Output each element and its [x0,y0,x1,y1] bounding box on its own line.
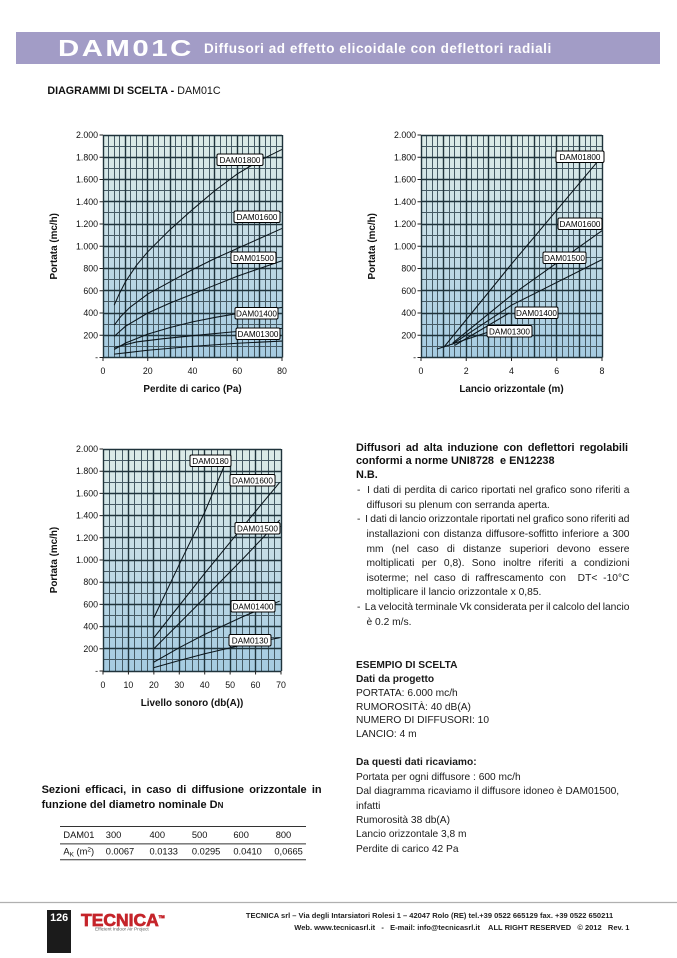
svg-text:600: 600 [401,286,416,296]
svg-text:8: 8 [600,366,605,376]
svg-text:0: 0 [419,366,424,376]
svg-text:1.000: 1.000 [76,241,98,251]
svg-text:DAM01400: DAM01400 [233,602,274,611]
svg-text:1.000: 1.000 [76,555,98,565]
svg-text:0.0133: 0.0133 [150,846,178,856]
svg-text:0.0067: 0.0067 [106,846,134,856]
svg-text:DAM01600: DAM01600 [560,220,601,229]
svg-text:1.400: 1.400 [76,511,98,521]
svg-text:40: 40 [188,366,198,376]
svg-text:Portata (mc/h): Portata (mc/h) [49,213,60,279]
svg-text:800: 800 [401,264,416,274]
svg-text:DAM01300: DAM01300 [238,330,279,339]
svg-text:600: 600 [83,599,98,609]
svg-text:6: 6 [554,366,559,376]
svg-text:1.200: 1.200 [76,219,98,229]
svg-text:20: 20 [149,680,159,690]
svg-text:2: 2 [464,366,469,376]
svg-text:Portata (mc/h): Portata (mc/h) [49,527,60,593]
svg-text:200: 200 [401,330,416,340]
svg-text:Livello sonoro (db(A)): Livello sonoro (db(A)) [141,698,244,709]
svg-text:80: 80 [277,366,287,376]
svg-text:600: 600 [83,286,98,296]
svg-text:Lancio orizzontale (m): Lancio orizzontale (m) [459,384,563,395]
svg-text:800: 800 [276,830,292,840]
svg-text:0: 0 [101,366,106,376]
svg-text:DAM01: DAM01 [63,830,94,840]
svg-text:70: 70 [276,680,286,690]
svg-text:1.600: 1.600 [76,175,98,185]
svg-text:20: 20 [143,366,153,376]
svg-text:DAM0180: DAM0180 [192,457,229,466]
svg-text:DAM01400: DAM01400 [236,309,277,318]
svg-text:0.0295: 0.0295 [192,846,220,856]
svg-text:300: 300 [106,830,122,840]
svg-text:DAM0130: DAM0130 [232,636,269,645]
svg-text:40: 40 [200,680,210,690]
svg-text:DAM01800: DAM01800 [220,156,261,165]
svg-text:1.800: 1.800 [76,152,98,162]
svg-text:800: 800 [83,577,98,587]
svg-text:2.000: 2.000 [76,444,98,454]
svg-text:DAM01600: DAM01600 [232,476,273,485]
svg-text:DAM01500: DAM01500 [544,254,585,263]
svg-text:0,0665: 0,0665 [274,846,302,856]
svg-text:1.600: 1.600 [394,175,416,185]
svg-text:60: 60 [232,366,242,376]
svg-text:60: 60 [251,680,261,690]
svg-text:200: 200 [83,330,98,340]
svg-text:1.800: 1.800 [76,466,98,476]
svg-text:AK (m2): AK (m2) [63,846,94,858]
svg-text:1.200: 1.200 [394,219,416,229]
svg-text:4: 4 [509,366,514,376]
svg-text:50: 50 [225,680,235,690]
svg-text:600: 600 [233,830,249,840]
svg-text:1.800: 1.800 [394,152,416,162]
svg-text:1.400: 1.400 [394,197,416,207]
svg-text:10: 10 [124,680,134,690]
svg-text:800: 800 [83,264,98,274]
svg-text:30: 30 [174,680,184,690]
svg-text:1.000: 1.000 [394,241,416,251]
svg-text:-: - [95,353,98,363]
svg-text:Perdite di carico (Pa): Perdite di carico (Pa) [143,384,241,395]
svg-text:DAM01400: DAM01400 [516,309,557,318]
svg-text:400: 400 [83,622,98,632]
svg-text:-: - [95,666,98,676]
svg-text:DAM01500: DAM01500 [233,254,274,263]
svg-text:-: - [413,353,416,363]
svg-text:2.000: 2.000 [394,130,416,140]
svg-text:500: 500 [192,830,208,840]
svg-text:400: 400 [150,830,166,840]
svg-text:DAM01300: DAM01300 [489,327,530,336]
svg-text:200: 200 [83,644,98,654]
svg-text:1.200: 1.200 [76,533,98,543]
svg-text:2.000: 2.000 [76,130,98,140]
svg-text:Portata (mc/h): Portata (mc/h) [367,213,378,279]
svg-text:0.0410: 0.0410 [233,846,261,856]
svg-text:1.600: 1.600 [76,488,98,498]
svg-text:0: 0 [101,680,106,690]
svg-text:1.400: 1.400 [76,197,98,207]
svg-text:DAM01800: DAM01800 [560,153,601,162]
svg-text:DAM01500: DAM01500 [237,524,278,533]
svg-text:400: 400 [401,308,416,318]
svg-text:DAM01600: DAM01600 [237,213,278,222]
svg-text:400: 400 [83,308,98,318]
